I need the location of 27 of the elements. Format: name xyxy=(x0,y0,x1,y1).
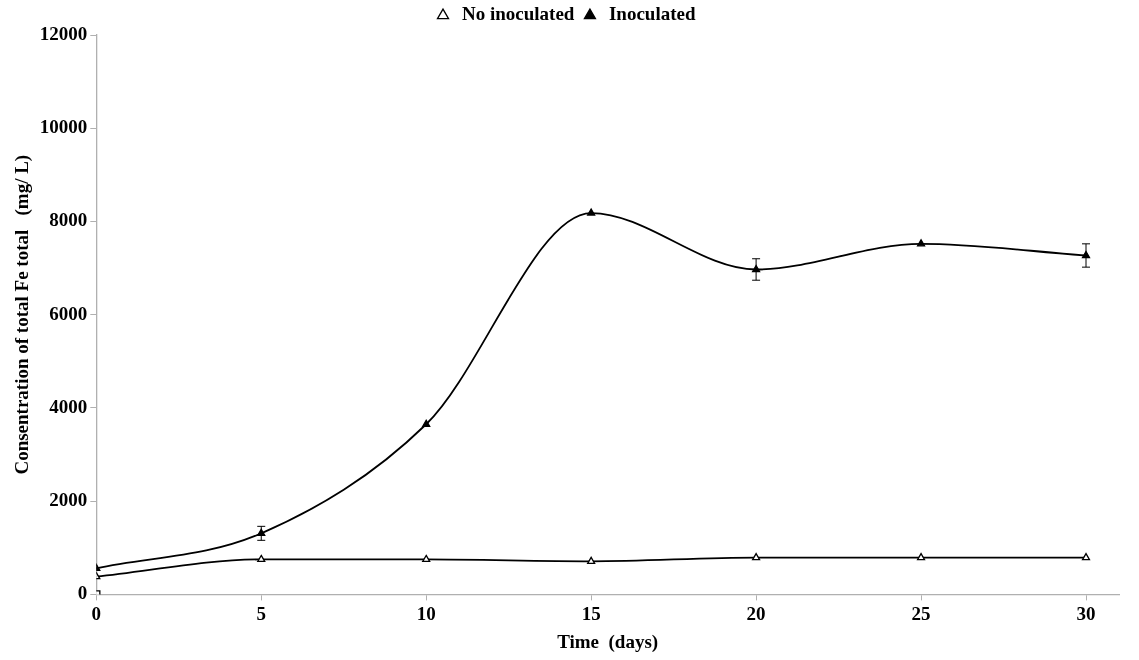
point xyxy=(751,552,761,561)
y-tick-label: 12000 xyxy=(39,22,88,44)
point xyxy=(1081,552,1091,561)
x-tick-label: 0 xyxy=(91,602,102,624)
x-tick-label: 5 xyxy=(256,602,266,624)
x-tick-label: 20 xyxy=(746,602,766,624)
x-tick-label: 25 xyxy=(911,602,931,624)
x-axis-title: Time (days) xyxy=(557,630,659,653)
y-tick-label: 2000 xyxy=(49,489,88,511)
point xyxy=(422,419,431,427)
legend-label: Inoculated xyxy=(608,3,696,25)
x-tick-label: 15 xyxy=(581,602,601,624)
legend-label: No inoculated xyxy=(462,3,575,25)
point xyxy=(587,208,596,216)
point xyxy=(587,556,596,564)
y-tick-label: 8000 xyxy=(49,209,88,231)
point xyxy=(916,239,926,247)
y-tick-label: 6000 xyxy=(49,302,88,324)
point xyxy=(257,554,266,563)
point xyxy=(916,552,926,561)
point xyxy=(422,554,431,563)
x-tick-label: 10 xyxy=(416,602,436,624)
y-axis-title: Consentration of total Fe total (mg/ L) xyxy=(11,154,34,475)
x-tick-label: 30 xyxy=(1076,602,1096,624)
y-tick-label: 10000 xyxy=(39,116,88,138)
y-tick-label: 0 xyxy=(77,582,88,604)
y-tick-label: 4000 xyxy=(49,395,88,417)
